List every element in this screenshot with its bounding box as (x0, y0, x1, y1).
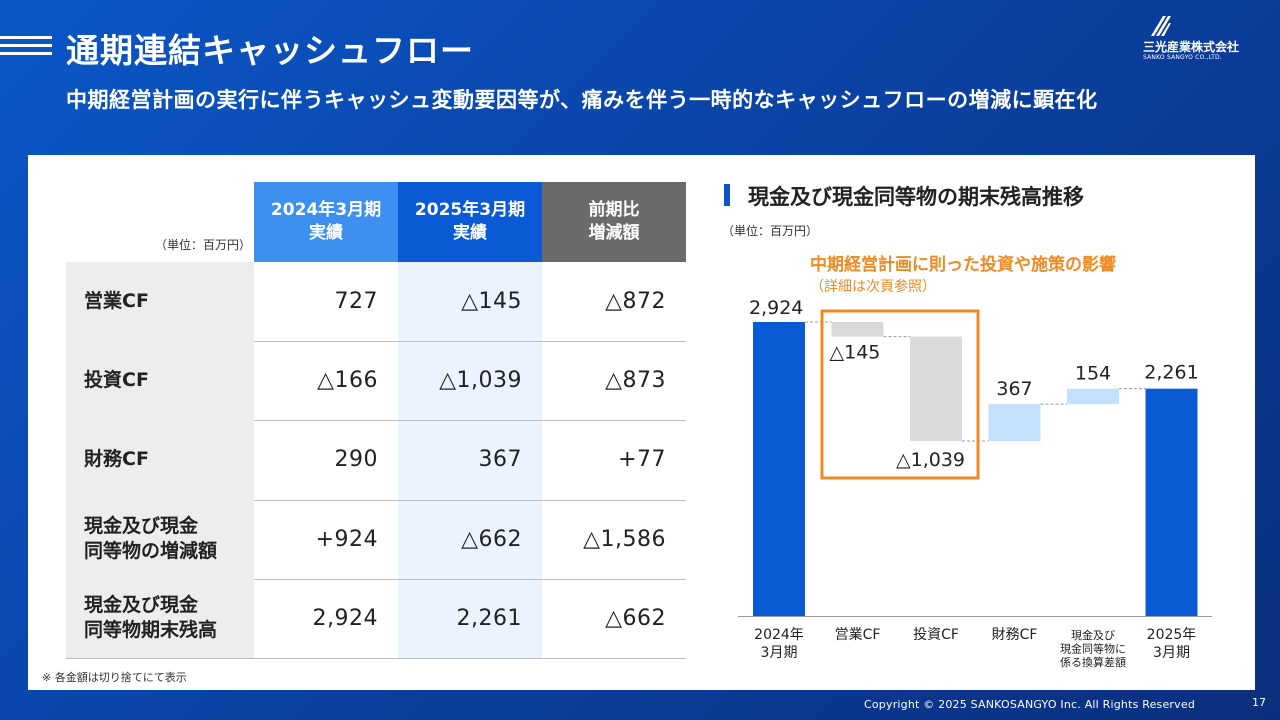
table-footnote: ※ 各金額は切り捨てにて表示 (42, 671, 187, 684)
category-label: 財務CF (992, 627, 1038, 643)
highlight-box (820, 309, 980, 480)
table-cell: △166 (317, 368, 378, 394)
table-cell: 367 (478, 447, 522, 473)
chart-unit-label: （単位：百万円） (722, 224, 819, 238)
logo-name: 三光産業株式会社 (1143, 40, 1240, 54)
table-cell: △873 (605, 368, 666, 394)
bar-6 (1145, 388, 1198, 616)
data-label: △1,039 (896, 449, 965, 471)
data-label: 367 (996, 378, 1032, 400)
bar-2 (831, 322, 884, 337)
bar-4 (988, 404, 1041, 442)
header-decoration-lines (0, 36, 52, 60)
logo-stripes-icon (1151, 16, 1171, 36)
table-cell: △1,039 (439, 368, 522, 394)
header-line1: 前期比 (588, 200, 640, 221)
row-label-line1: 投資CF (84, 368, 149, 391)
chart-annotation: 中期経営計画に則った投資や施策の影響 (810, 255, 1116, 275)
row-label-text: 営業CF (84, 289, 149, 315)
row-label-text: 投資CF (84, 368, 149, 394)
category-label: 現金同等物に (1060, 642, 1126, 656)
data-label: △145 (830, 342, 881, 364)
bar-5 (1067, 388, 1119, 405)
table-cell: 727 (334, 289, 378, 315)
row-label-line1: 財務CF (84, 448, 149, 471)
row-label-line1: 営業CF (84, 289, 149, 312)
table-row-label: 投資CF (66, 341, 254, 421)
logo-name-en: SANKO SANGYO CO.,LTD. (1143, 54, 1222, 61)
table-row-label: 現金及び現金 同等物の増減額 (66, 499, 254, 579)
bar-1 (753, 322, 805, 616)
category-label: 係る換算差額 (1060, 655, 1126, 669)
chart-title-accent (724, 184, 730, 206)
row-label-text: 現金及び現金 同等物期末残高 (84, 593, 217, 644)
row-divider (66, 658, 686, 659)
table-cell: △872 (605, 289, 666, 315)
header-line2: 実績 (453, 223, 487, 243)
category-label: 3月期 (761, 645, 798, 661)
table-cell: △662 (461, 526, 522, 552)
category-label: 2025年 (1147, 627, 1197, 643)
table-row-label: 現金及び現金 同等物期末残高 (66, 578, 254, 658)
table-header-3: 前期比 増減額 (542, 182, 686, 262)
footer-copyright: Copyright © 2025 SANKOSANGYO Inc. All Ri… (864, 698, 1196, 711)
table-row-label: 営業CF (66, 262, 254, 342)
row-divider (66, 420, 686, 422)
data-label: 2,261 (1144, 362, 1198, 384)
table-header-1: 2024年3月期 実績 (254, 182, 398, 262)
category-label: 3月期 (1153, 645, 1190, 661)
table-header-2: 2025年3月期 実績 (398, 182, 542, 262)
category-label: 2024年 (754, 627, 804, 643)
header-line1: 2025年3月期 (414, 200, 526, 221)
header-line1: 2024年3月期 (270, 200, 382, 221)
column-highlight (398, 262, 542, 658)
page-subtitle: 中期経営計画の実行に伴うキャッシュ変動要因等が、痛みを伴う一時的なキャッシュフロ… (66, 88, 1098, 112)
row-label-text: 財務CF (84, 447, 149, 473)
page-number: 17 (1252, 696, 1266, 709)
table-cell: +77 (618, 447, 666, 473)
row-label-line2: 同等物の増減額 (84, 540, 218, 563)
chart-annotation-sub: （詳細は次頁参照） (810, 279, 936, 295)
table-cell: △662 (605, 605, 666, 631)
row-divider (66, 341, 686, 343)
bar-3 (910, 336, 962, 442)
row-label-line2: 同等物期末残高 (84, 619, 218, 642)
category-label: 営業CF (835, 627, 881, 643)
page-title: 通期連結キャッシュフロー (66, 31, 474, 70)
table-unit-label: （単位：百万円） (155, 238, 252, 252)
table-row-label: 財務CF (66, 420, 254, 500)
row-divider (66, 578, 686, 580)
row-label-line1: 現金及び現金 (84, 593, 199, 616)
chart-title: 現金及び現金同等物の期末残高推移 (748, 185, 1084, 209)
table-cell: △1,586 (583, 526, 666, 552)
table-cell: 2,924 (312, 605, 378, 631)
table-cell: 2,261 (456, 605, 522, 631)
data-label: 2,924 (749, 297, 803, 319)
row-label-text: 現金及び現金 同等物の増減額 (84, 514, 217, 565)
header-line2: 増減額 (588, 223, 640, 243)
row-label-line1: 現金及び現金 (84, 514, 199, 537)
category-label: 現金及び (1071, 628, 1115, 642)
category-label: 投資CF (913, 627, 959, 643)
table-cell: △145 (461, 289, 522, 315)
table-cell: 290 (334, 447, 378, 473)
header-line2: 実績 (309, 223, 343, 243)
data-label: 154 (1075, 363, 1111, 385)
row-divider (66, 499, 686, 501)
table-cell: +924 (315, 526, 378, 552)
